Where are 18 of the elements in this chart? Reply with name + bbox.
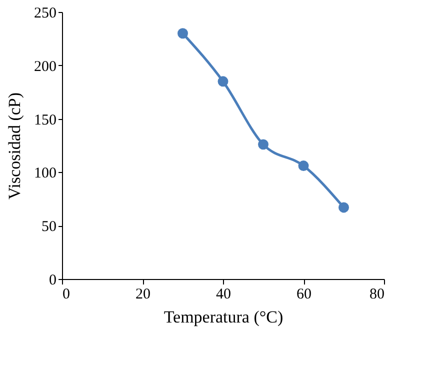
y-tick-label: 0: [49, 272, 56, 288]
x-axis-title: Temperatura (°C): [164, 308, 284, 326]
x-tick-label: 40: [216, 286, 231, 302]
x-tick-label: 60: [296, 286, 312, 302]
y-tick-label: 250: [34, 6, 56, 22]
y-tick-label: 100: [34, 166, 56, 182]
point: [218, 76, 228, 87]
y-tick-label: 150: [34, 112, 56, 128]
y-tick-label: 200: [34, 58, 56, 75]
point: [258, 139, 268, 150]
point: [178, 28, 188, 39]
x-tick-label: 0: [62, 286, 70, 302]
point: [338, 202, 349, 213]
y-tick-label: 50: [42, 219, 56, 236]
x-tick-label: 20: [136, 286, 150, 302]
y-axis-title: Viscosidad (cP): [5, 92, 24, 200]
x-tick-label: 80: [370, 286, 384, 302]
point: [298, 160, 309, 172]
